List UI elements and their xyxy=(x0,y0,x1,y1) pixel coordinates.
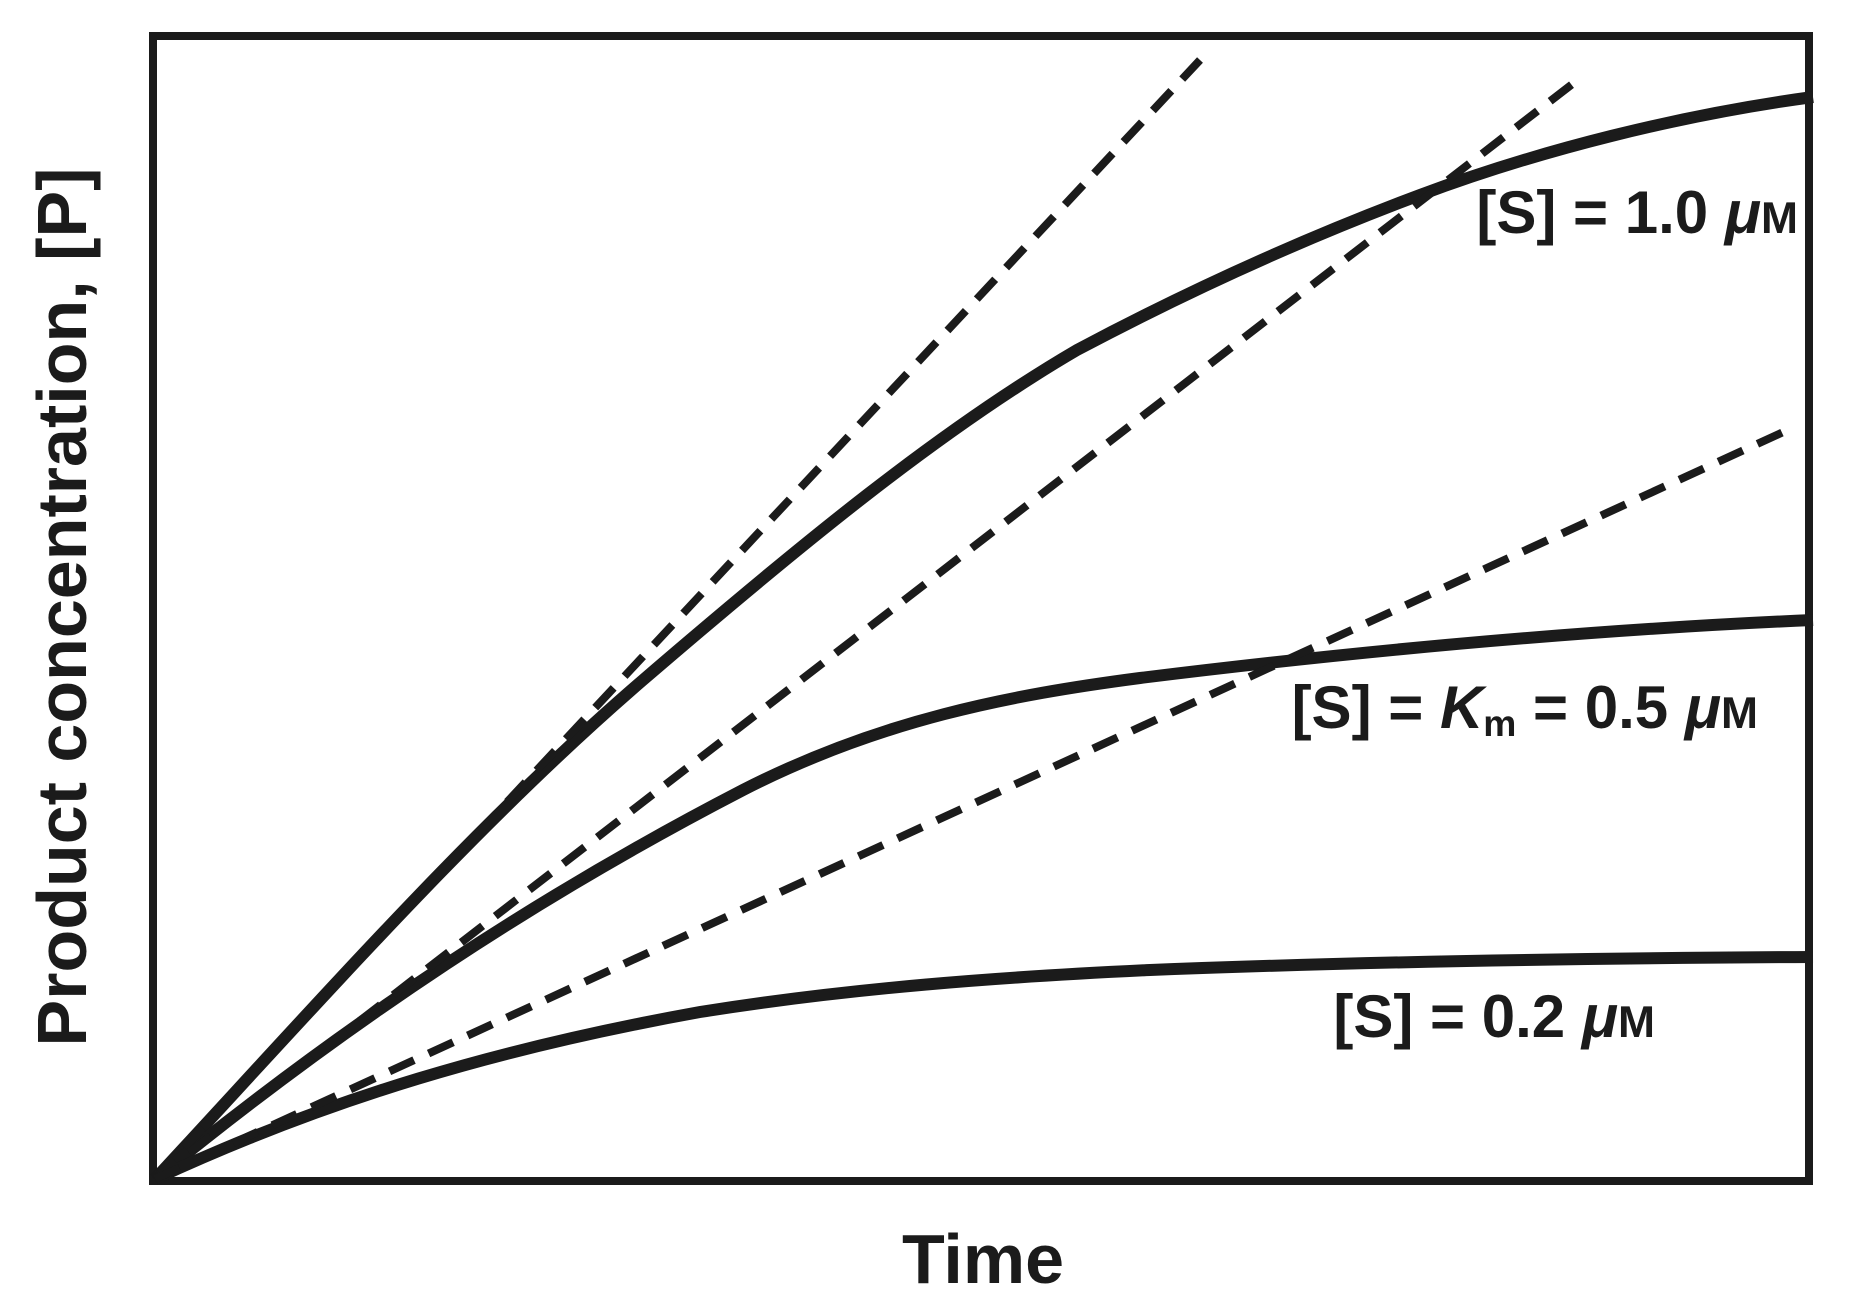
label-substrate-0.2uM: [S] = 0.2 μM xyxy=(1333,987,1655,1047)
y-axis-label: Product concentration, [P] xyxy=(23,167,101,1047)
label-part: M xyxy=(1618,998,1655,1047)
label-part: M xyxy=(1721,689,1758,738)
label-part: [S] = 1.0 xyxy=(1476,179,1725,246)
label-substrate-1.0uM: [S] = 1.0 μM xyxy=(1476,183,1798,243)
progress-curve-0.5uM xyxy=(151,614,1814,1184)
label-part: m xyxy=(1483,702,1517,745)
label-part: μ xyxy=(1684,674,1722,741)
label-part: μ xyxy=(1724,179,1762,246)
x-axis-label: Time xyxy=(901,1220,1065,1298)
label-substrate-km-0.5uM: [S] = Km = 0.5 μM xyxy=(1292,678,1758,742)
label-part: μ xyxy=(1581,983,1619,1050)
label-part: [S] = 0.2 xyxy=(1333,983,1582,1050)
initial-rate-tangent-0.2uM xyxy=(153,424,1794,1183)
label-part: = 0.5 xyxy=(1516,674,1685,741)
label-part: K xyxy=(1439,674,1484,741)
progress-curve-0.2uM xyxy=(152,951,1814,1185)
progress-curve-1.0uM xyxy=(150,91,1814,1184)
label-part: [S] = xyxy=(1291,674,1440,741)
label-part: M xyxy=(1761,194,1798,243)
plot-frame xyxy=(149,32,1813,1185)
